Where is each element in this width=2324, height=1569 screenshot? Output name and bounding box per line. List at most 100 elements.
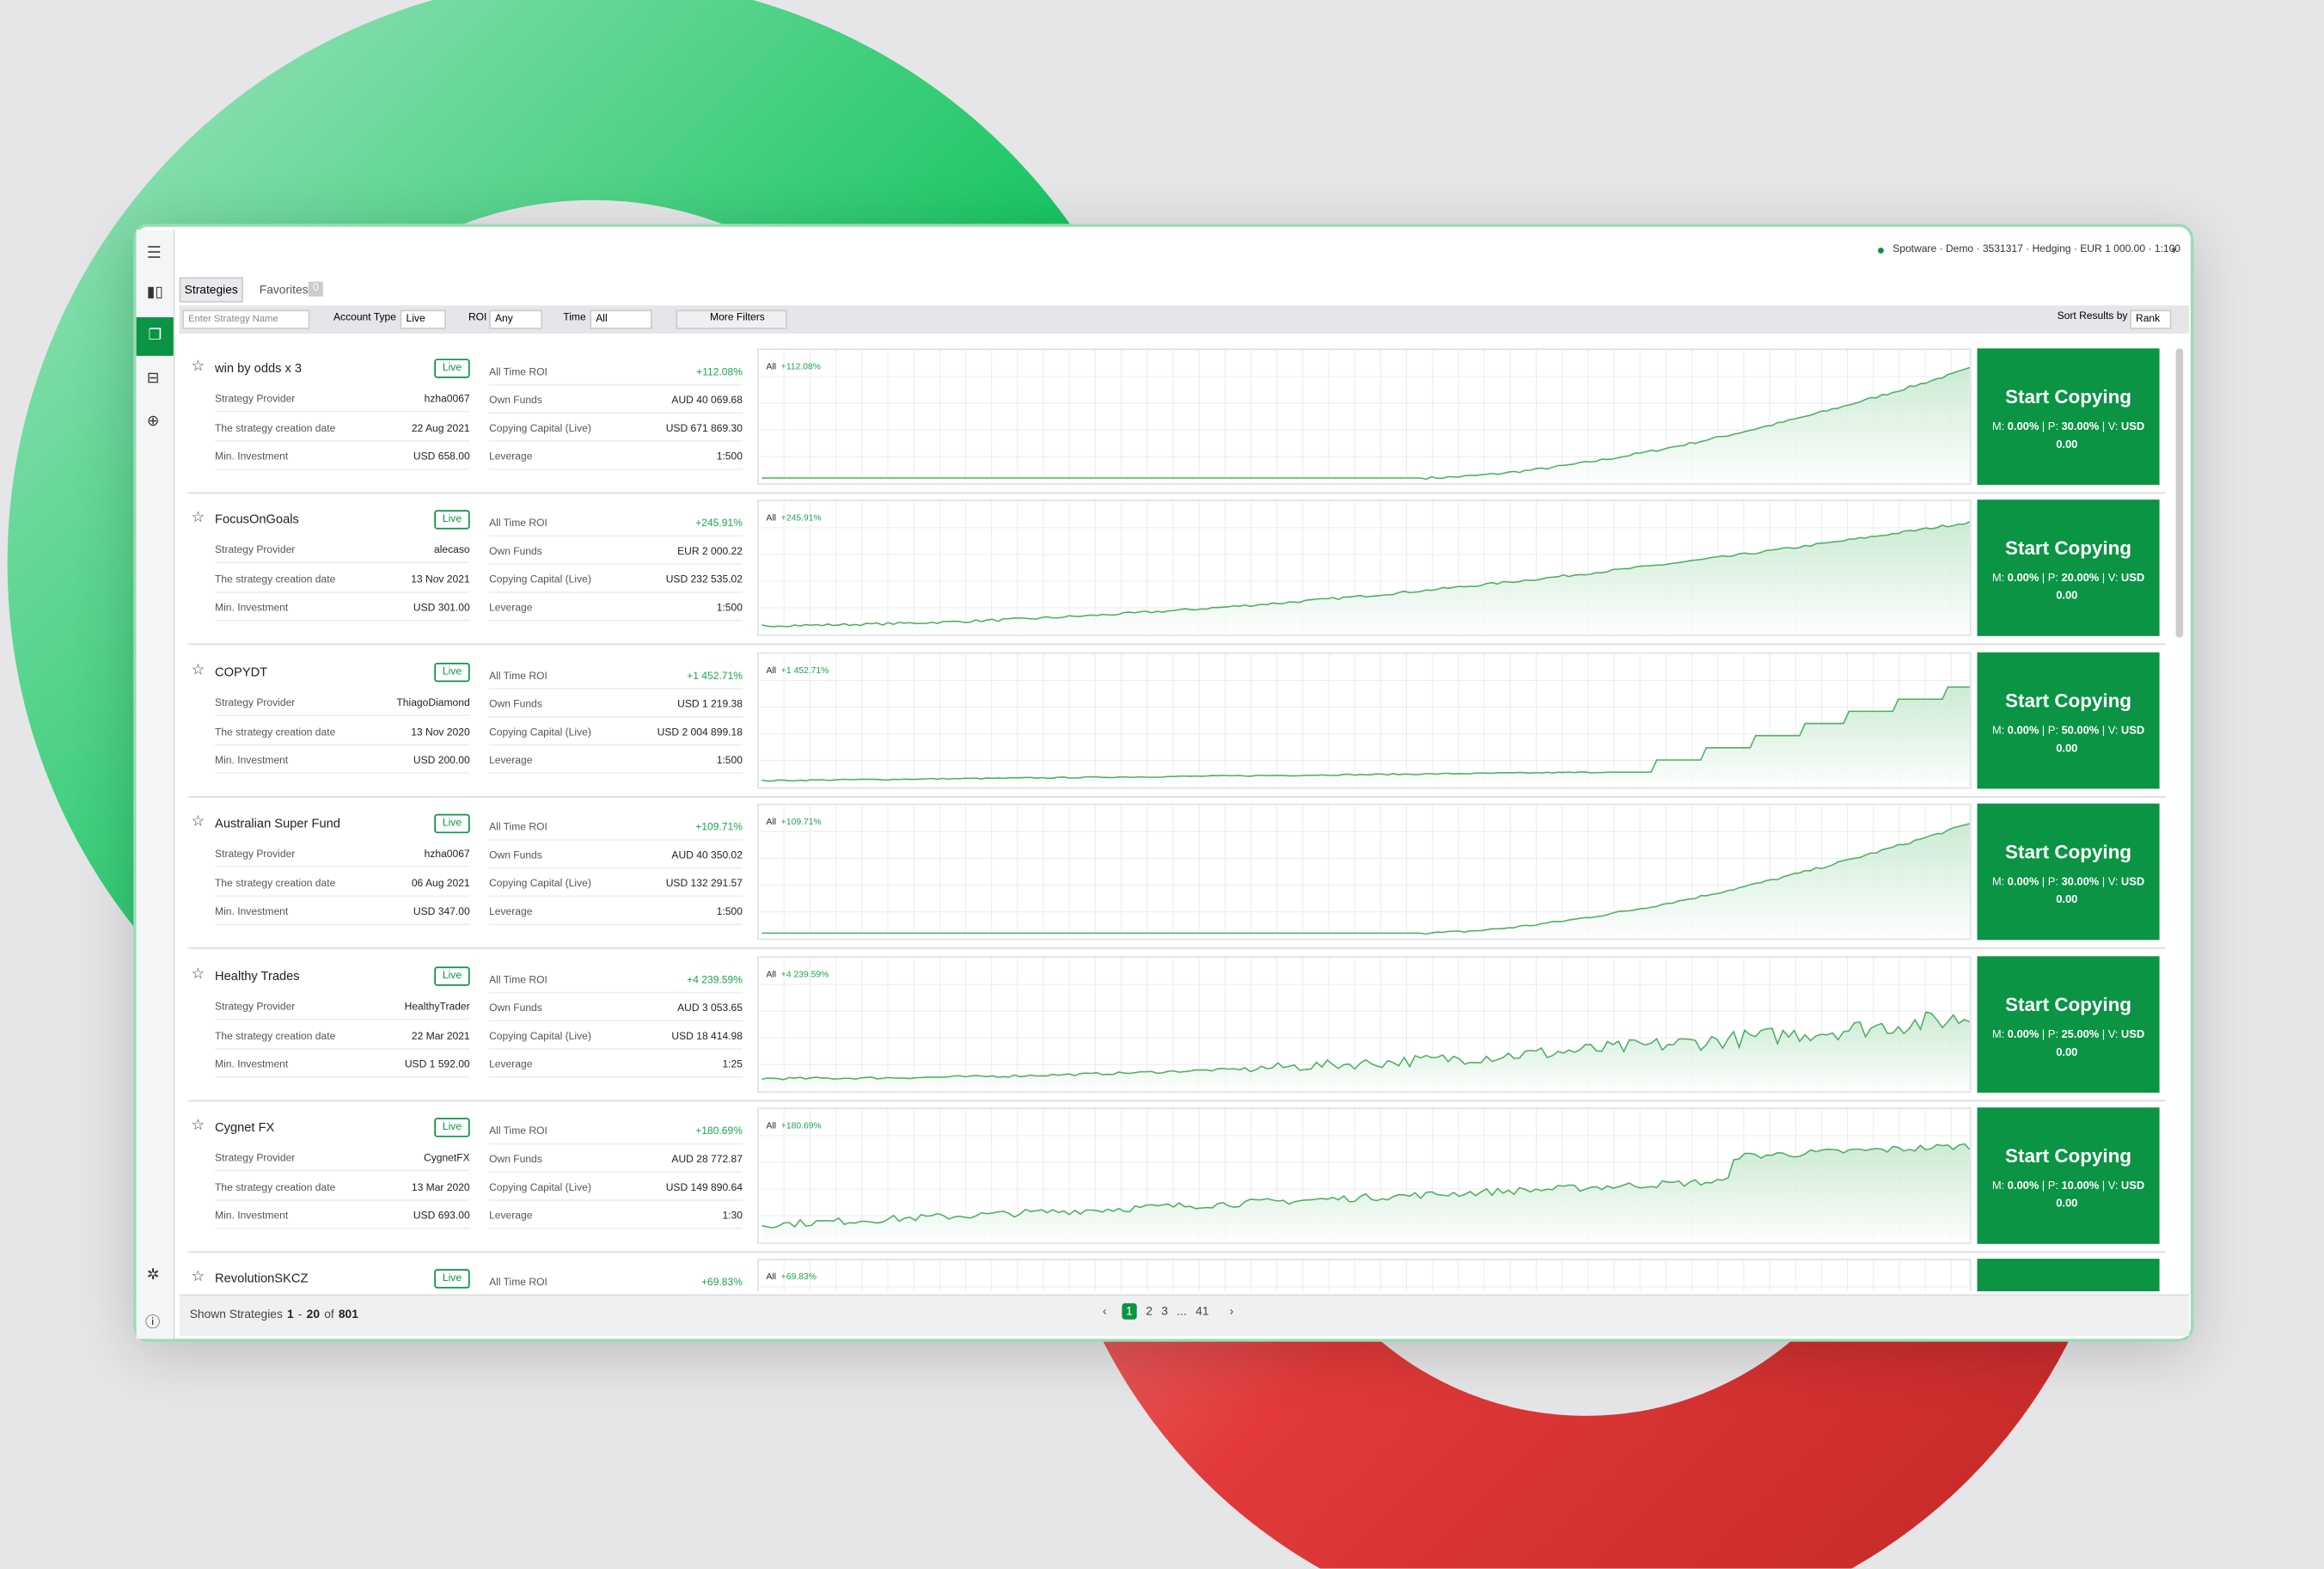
chart-line [761, 823, 1970, 935]
start-copying-button[interactable]: Start Copying [1977, 1259, 2160, 1292]
chart-area [761, 1011, 1970, 1091]
footer-text: - [297, 1308, 303, 1321]
menu-icon[interactable]: ☰ [146, 244, 162, 263]
page-link[interactable]: 1 [1121, 1302, 1137, 1320]
field-label: Copying Capital (Live) [489, 575, 591, 586]
icon[interactable]: ⊟ [146, 371, 160, 388]
filter-label: Time [563, 312, 586, 323]
account-info[interactable]: Spotware · Demo · 3531317 · Hedging · EU… [1893, 244, 2181, 255]
field-value: 13 Mar 2020 [411, 1183, 470, 1194]
divider [215, 1169, 470, 1172]
field-label: Leverage [489, 1059, 533, 1070]
dropdown-arrow[interactable]: ▾ [2171, 246, 2177, 257]
field-label: Copying Capital (Live) [489, 1183, 591, 1194]
more-filters-label[interactable]: More Filters [710, 312, 765, 323]
field-value: ThiagoDiamond [396, 697, 470, 708]
field-label: Strategy Provider [215, 394, 296, 405]
divider [489, 620, 743, 622]
scrollbar[interactable] [2175, 348, 2184, 638]
fees: M: 0.00% | P: 30.00% | V: USD 0.00 [1983, 418, 2153, 453]
fee-label: | P: [2041, 420, 2058, 433]
start-copying-button[interactable]: Start Copying M: 0.00% | P: 30.00% | V: USD 0.… [1977, 803, 2160, 941]
chart-roi: +4 239.59% [780, 970, 829, 980]
divider [489, 536, 743, 537]
field-value: HealthyTrader [404, 1002, 470, 1013]
button-label: Start Copying [2005, 536, 2132, 560]
fee-value: 0.00% [2007, 723, 2040, 737]
field-value: +1 452.71% [687, 671, 743, 682]
start-copying-button[interactable]: Start Copying M: 0.00% | P: 30.00% | V: USD 0.… [1977, 348, 2160, 485]
strategy-name: Cygnet FX [215, 1119, 275, 1135]
live-badge: Live [434, 359, 470, 378]
fee-value: 20.00% [2061, 571, 2100, 585]
icon[interactable]: ▮▯ [146, 285, 163, 302]
fee-value: USD 0.00 [2056, 1178, 2145, 1210]
more-filters[interactable] [676, 310, 787, 329]
prev-page: ‹ [1103, 1304, 1107, 1319]
row-separator [188, 492, 2166, 494]
start-copying-button[interactable]: Start Copying M: 0.00% | P: 50.00% | V: USD 0.… [1977, 652, 2160, 789]
tab[interactable]: Favorites [259, 283, 309, 297]
fee-label: M: [1991, 1027, 2005, 1040]
page-link[interactable]: 2 [1146, 1304, 1153, 1319]
page-link[interactable]: 3 [1161, 1304, 1168, 1319]
sidebar-active[interactable] [136, 317, 174, 356]
chart-line [761, 1010, 1970, 1080]
start-copying-button[interactable]: Start Copying M: 0.00% | P: 20.00% | V: USD 0.… [1977, 500, 2160, 637]
fee-value: USD 0.00 [2056, 571, 2145, 603]
fees: M: 0.00% | P: 10.00% | V: USD 0.00 [1983, 1177, 2153, 1212]
divider [489, 715, 743, 718]
field-value: USD 18 414.98 [671, 1031, 743, 1042]
chart-roi: +69.83% [780, 1274, 816, 1284]
field-label: Min. Investment [215, 451, 289, 463]
chart-roi: +180.69% [780, 1122, 822, 1131]
fee-label: M: [1991, 1178, 2005, 1192]
divider [215, 1047, 470, 1050]
fee-label: | V: [2101, 1178, 2119, 1192]
field-label: All Time ROI [489, 823, 547, 834]
strategy-name: win by odds x 3 [215, 360, 303, 376]
page-link[interactable]: ... [1177, 1304, 1187, 1319]
fee-value: USD 0.00 [2056, 723, 2145, 755]
settings-icon[interactable]: ✲ [146, 1267, 160, 1284]
field-label: Leverage [489, 604, 533, 615]
chart-roi: +112.08% [780, 363, 821, 372]
fee-value: 30.00% [2061, 874, 2100, 889]
filter-select[interactable]: All [590, 310, 652, 329]
icon[interactable]: ❐ [148, 328, 162, 345]
shown-count: Shown Strategies 1-20 of 801 [190, 1308, 363, 1321]
filter-select[interactable]: Live [400, 310, 447, 329]
field-value: USD 658.00 [413, 451, 470, 463]
field-label: Copying Capital (Live) [489, 424, 591, 435]
field-value: USD 232 535.02 [665, 575, 743, 586]
sort-select[interactable]: Rank [2130, 310, 2172, 329]
field-label: The strategy creation date [215, 727, 336, 739]
field-value: 1:500 [716, 907, 743, 918]
fee-value: 30.00% [2061, 420, 2100, 433]
field-label: All Time ROI [489, 1278, 547, 1290]
help-icon[interactable]: ⓘ [145, 1315, 161, 1332]
start-copying-button[interactable]: Start Copying M: 0.00% | P: 10.00% | V: USD 0.… [1977, 1107, 2160, 1244]
chart-period: All [766, 1122, 777, 1131]
icon[interactable]: ⊕ [146, 414, 160, 431]
equity-chart [757, 1259, 1972, 1292]
filter-select[interactable]: Any [489, 310, 543, 329]
tab-active[interactable]: Strategies [179, 277, 243, 303]
chart-period: All [766, 1274, 777, 1284]
search-input[interactable]: Enter Strategy Name [182, 310, 310, 329]
page-link[interactable]: 41 [1196, 1304, 1209, 1319]
live-badge: Live [434, 1118, 470, 1137]
start-copying-button[interactable]: Start Copying M: 0.00% | P: 25.00% | V: USD 0.… [1977, 955, 2160, 1093]
favorite-star: ☆ [191, 359, 205, 376]
button-label: Start Copying [2005, 689, 2132, 712]
sidebar [136, 230, 175, 1339]
divider [215, 923, 470, 926]
fee-value: 25.00% [2061, 1027, 2100, 1040]
divider [215, 620, 470, 622]
fee-label: M: [1991, 571, 2005, 585]
fee-label: | P: [2041, 723, 2058, 737]
field-value: +4 239.59% [687, 975, 743, 986]
fee-label: | P: [2041, 874, 2058, 889]
strategy-name: COPYDT [215, 664, 268, 679]
